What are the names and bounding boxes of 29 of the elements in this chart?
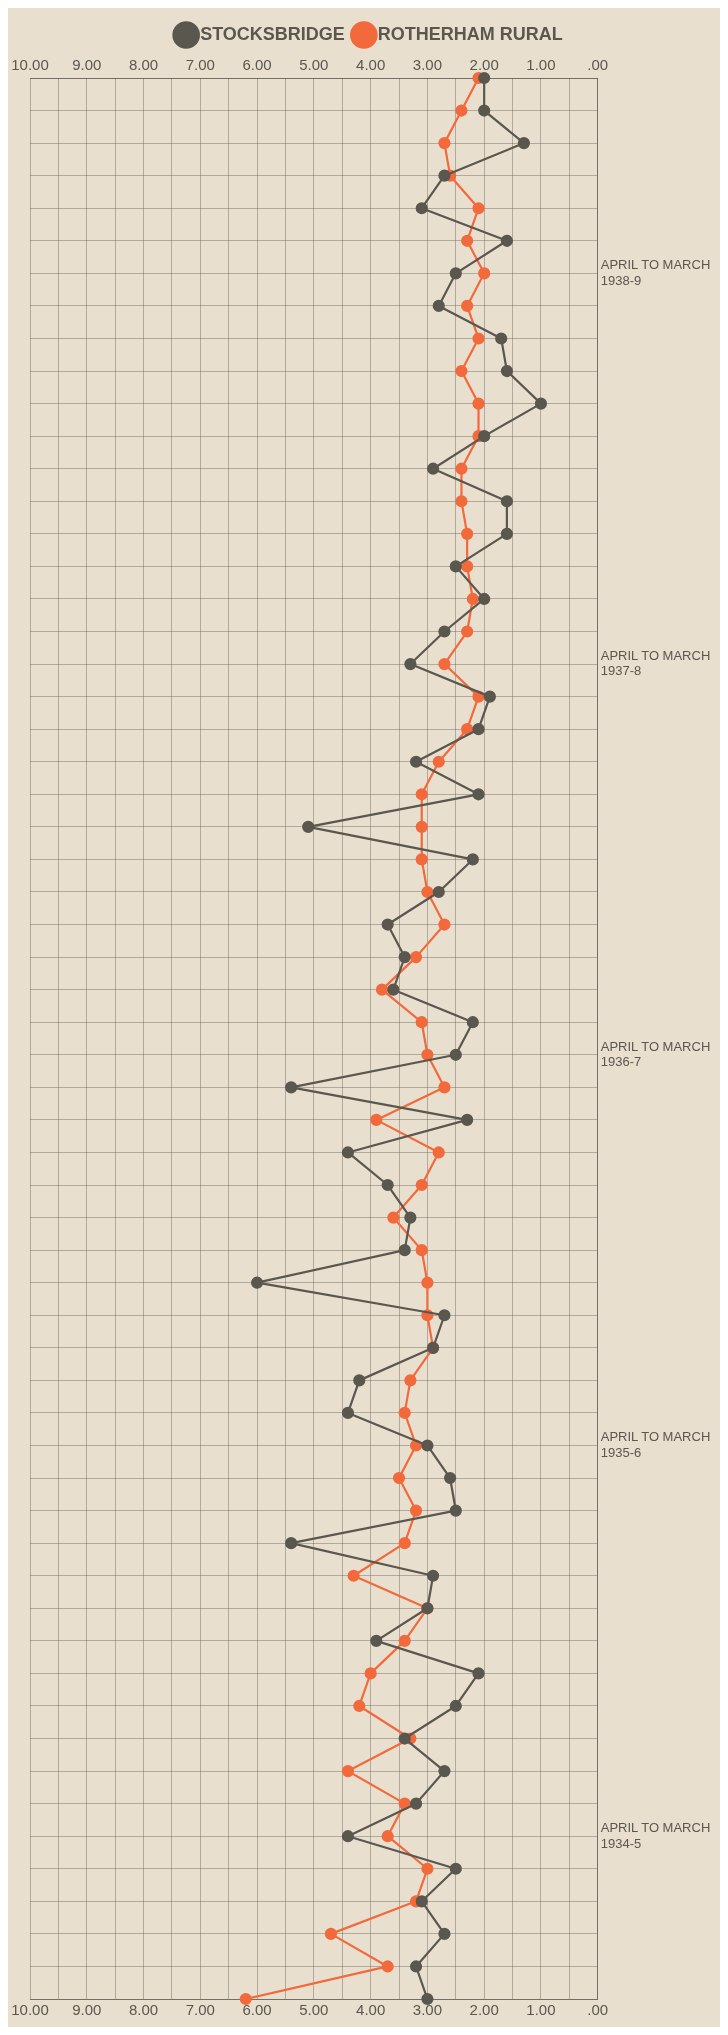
legend-label: ROTHERHAM RURAL	[377, 23, 563, 44]
y-tick-label: APRIL TO MARCH 1938-9	[600, 257, 711, 288]
x2-tick-label: 6.00	[242, 56, 272, 74]
x-tick-label: 4.00	[356, 2001, 386, 2019]
x2-tick-label: 4.00	[356, 56, 386, 74]
x-tick-label: 7.00	[185, 2001, 215, 2019]
y-tick-label: APRIL TO MARCH 1934-5	[600, 1819, 711, 1851]
y-tick-label: APRIL TO MARCH 1935-6	[600, 1429, 711, 1460]
x-tick-label: 9.00	[72, 2001, 102, 2019]
x2-tick-label: 5.00	[299, 56, 329, 74]
legend-label: STOCKSBRIDGE	[200, 23, 345, 44]
x-tick-label: 10.00	[11, 2001, 49, 2019]
x2-tick-label: 7.00	[185, 56, 215, 74]
x-tick-label: 3.00	[412, 2001, 443, 2019]
y-tick-label: APRIL TO MARCH 1936-7	[600, 1038, 711, 1070]
x-tick-label: 1.00	[526, 2001, 556, 2019]
x-tick-label: 2.00	[469, 2001, 499, 2019]
x2-tick-label: 9.00	[72, 56, 102, 74]
x2-tick-label: 1.00	[526, 56, 556, 74]
x-tick-label: 8.00	[128, 2001, 159, 2019]
x-tick-label: .00	[587, 2001, 609, 2019]
x-tick-label: 5.00	[299, 2001, 329, 2019]
x-tick-label: 6.00	[242, 2001, 272, 2019]
x2-tick-label: 10.00	[11, 56, 49, 74]
x2-tick-label: 2.00	[469, 56, 499, 74]
y-tick-label: APRIL TO MARCH 1937-8	[600, 647, 711, 679]
x2-tick-label: 8.00	[128, 56, 159, 74]
x2-tick-label: 3.00	[412, 56, 443, 74]
x2-tick-label: .00	[587, 56, 609, 74]
